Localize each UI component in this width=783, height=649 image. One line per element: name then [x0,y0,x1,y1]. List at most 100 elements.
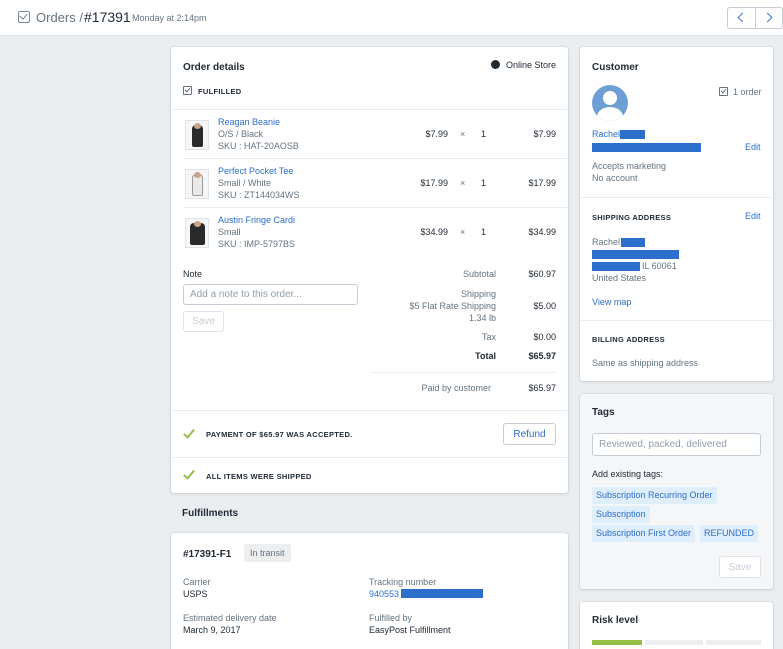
line-item-price: $7.99 [425,129,448,139]
line-item-total: $7.99 [533,129,556,139]
fulfillment-id: #17391-F1 [183,549,232,560]
line-item-variant: O/S / Black [218,129,264,139]
divider [171,109,568,110]
ship-name: Rachel [592,237,621,247]
line-item-sku: SKU : ZT144034WS [218,190,300,200]
payment-status: PAYMENT OF $65.97 WAS ACCEPTED. [206,430,353,439]
tag-subscription-recurring[interactable]: Subscription Recurring Order [592,487,717,504]
line-item-qty: 1 [481,227,487,237]
product-image[interactable] [185,169,209,199]
shipped-check-icon [183,467,195,480]
line-item-variant: Small / White [218,178,272,188]
line-item-name[interactable]: Perfect Pocket Tee [218,166,294,176]
tag-subscription-first[interactable]: Subscription First Order [592,525,696,542]
shipping-value: $5.00 [533,301,556,311]
billing-address-title: BILLING ADDRESS [592,335,665,344]
tag-refunded[interactable]: REFUNDED [700,525,759,542]
line-item-name[interactable]: Austin Fringe Cardi [218,215,296,225]
paid-label: Paid by customer [421,383,491,393]
risk-title: Risk level [592,615,639,626]
edit-shipping-link[interactable]: Edit [745,211,761,221]
total-value: $65.97 [528,351,556,361]
order-check-icon [18,11,30,23]
shipping-label: Shipping [460,289,496,299]
customer-title: Customer [592,62,639,73]
line-item-qty: 1 [481,178,487,188]
line-item-name[interactable]: Reagan Beanie [218,117,281,127]
tags-input[interactable]: Reviewed, packed, delivered [592,433,761,456]
fulfillment-status-badge: In transit [244,544,291,562]
line-item-total: $34.99 [528,227,556,237]
line-item-sku: SKU : IMP-5797BS [218,239,296,249]
customer-name[interactable]: Rachel [592,129,621,139]
fulfilled-by-value: EasyPost Fulfillment [369,625,451,635]
tags-card: Tags Reviewed, packed, delivered Add exi… [580,394,773,589]
risk-segment-low [592,640,642,645]
ship-city: IL 60061 [642,261,677,271]
product-image[interactable] [185,120,209,150]
refund-button[interactable]: Refund [503,423,556,445]
redaction-bar [621,238,645,247]
line-item-variant: Small [218,227,241,237]
tax-label: Tax [481,332,496,342]
redaction-bar [592,250,679,259]
risk-segment-high [706,640,761,645]
globe-icon [491,60,500,69]
redaction-bar [620,130,645,139]
save-note-button[interactable]: Save [183,311,224,332]
shipping-method: $5 Flat Rate Shipping [409,301,496,311]
line-item-qty: 1 [481,129,487,139]
payment-check-icon [183,426,195,439]
redaction-bar [592,262,640,271]
tracking-label: Tracking number [369,577,437,587]
line-item-sku: SKU : HAT-20AOSB [218,141,299,151]
order-count-icon [719,87,728,96]
tracking-number[interactable]: 940553 [369,589,400,599]
line-item-price: $17.99 [420,178,448,188]
redaction-bar [592,143,701,152]
sales-channel: Online Store [506,60,557,70]
product-image[interactable] [185,218,209,248]
shipping-weight: 1.34 lb [468,313,496,323]
divider [580,197,773,198]
customer-card: Customer 1 order Rachel Edit Accepts mar… [580,47,773,381]
times-sign: × [460,227,466,237]
note-input[interactable]: Add a note to this order... [183,284,358,305]
order-details-title: Order details [183,62,245,73]
est-delivery-label: Estimated delivery date [183,613,277,623]
fulfilled-by-label: Fulfilled by [369,613,413,623]
order-details-card: Order details Online Store FULFILLED Rea… [171,47,568,493]
top-bar: Orders / #17391 Monday at 2:14pm [0,0,783,36]
tag-subscription[interactable]: Subscription [592,506,650,523]
previous-order-button[interactable] [728,8,756,28]
order-date: Monday at 2:14pm [132,13,207,23]
account-status: No account [592,173,638,183]
divider [183,207,568,208]
order-count: 1 order [733,87,762,97]
fulfilled-check-icon [183,86,192,95]
order-number: #17391 [84,9,131,25]
divider [183,158,568,159]
note-label: Note [183,269,203,279]
shipping-address-title: SHIPPING ADDRESS [592,213,672,222]
ship-country: United States [592,273,647,283]
existing-tags-label: Add existing tags: [592,469,664,479]
tags-title: Tags [592,407,615,418]
shipped-status: ALL ITEMS WERE SHIPPED [206,472,312,481]
fulfillment-card: #17391-F1 In transit Carrier USPS Tracki… [171,533,568,649]
chevron-left-icon [737,12,748,23]
line-item-price: $34.99 [420,227,448,237]
times-sign: × [460,178,466,188]
divider [171,410,568,411]
next-order-button[interactable] [756,8,783,28]
save-tags-button[interactable]: Save [719,556,761,578]
view-map-link[interactable]: View map [592,297,632,307]
accepts-marketing: Accepts marketing [592,161,667,171]
divider [580,320,773,321]
edit-customer-link[interactable]: Edit [745,142,761,152]
total-label: Total [475,351,496,361]
carrier-label: Carrier [183,577,211,587]
order-pagination [727,7,783,29]
breadcrumb-orders[interactable]: Orders / [36,10,83,25]
tax-value: $0.00 [533,332,556,342]
